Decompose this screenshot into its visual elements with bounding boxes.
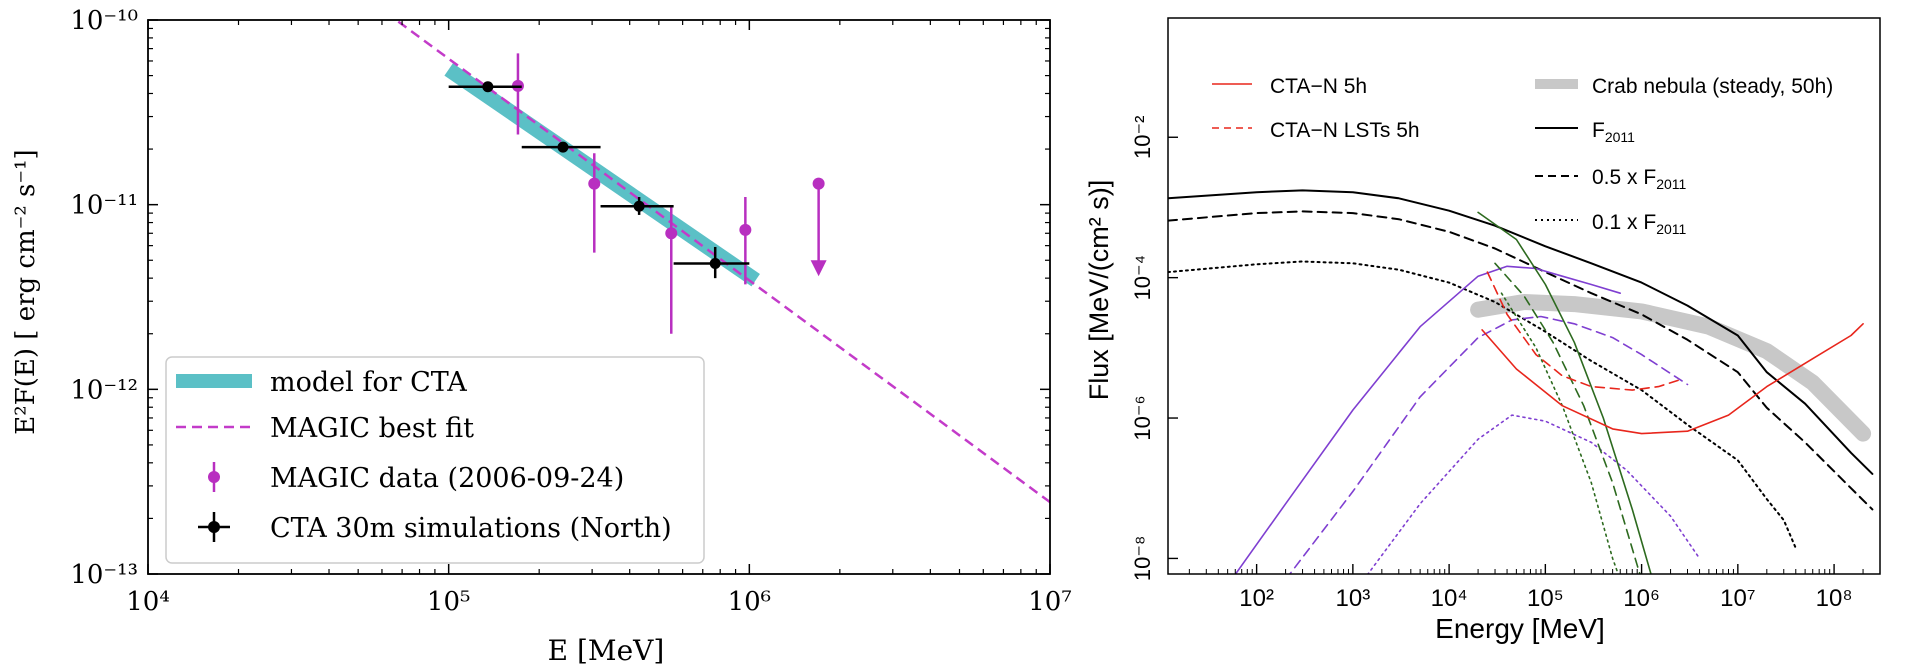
right-y-tick-label: 10⁻⁶ [1130,395,1155,440]
cta-sim-layer [448,81,750,279]
series-purple-dashed [1288,315,1689,574]
legend-swatch-cta-sim-dot [208,521,220,533]
legend-label-half-f2011-sub: 2011 [1656,176,1686,192]
right-series-layer [1168,189,1874,574]
magic-data-point [665,227,678,240]
legend-label-f2011: F2011 [1592,119,1635,145]
left-ylabel: E²F(E) [ erg cm⁻² s⁻¹] [11,149,41,434]
left-axes: 10⁴ 10⁵ 10⁶ 10⁷ 10⁻¹³ 10⁻¹² 10⁻¹¹ 10⁻¹⁰ [70,6,1071,617]
left-x-tick-label: 10⁷ [1028,587,1072,617]
magic-data-point [588,177,601,190]
left-y-tick-label: 10⁻¹¹ [70,191,138,221]
legend-label-magic-fit: MAGIC best fit [270,413,474,444]
left-x-tick-label: 10⁴ [126,587,170,617]
right-x-tick-label: 10⁵ [1527,585,1564,612]
series-0-1-x-f2011 [1168,260,1797,550]
legend-label-tenth-f2011-main: 0.1 x F [1592,211,1656,234]
left-x-tick-label: 10⁶ [728,587,772,617]
series-cta-n-lsts-5h [1486,271,1681,391]
legend-label-f2011-sub: 2011 [1605,129,1635,145]
legend-label-tenth-f2011-sub: 2011 [1656,221,1686,237]
legend-label-ctan-lsts: CTA−N LSTs 5h [1270,119,1420,142]
legend-swatch-magic-data-dot [208,471,220,483]
legend-label-f2011-main: F [1592,119,1605,142]
right-ylabel: Flux [MeV/(cm² s)] [1084,180,1114,401]
right-y-tick-label: 10⁻⁴ [1130,255,1155,301]
right-x-tick-label: 10⁷ [1720,585,1755,612]
legend-label-crab: Crab nebula (steady, 50h) [1592,75,1833,98]
left-x-tick-label: 10⁵ [427,587,471,617]
magic-data-layer [511,53,827,334]
left-legend: model for CTA MAGIC best fit MAGIC data … [165,356,705,564]
flux-chart-right: 10² 10³ 10⁴ 10⁵ 10⁶ 10⁷ 10⁸ 10⁻⁸ 10⁻⁶ 10⁻⁴ 10⁻² En… [1084,17,1881,644]
series-green-dotted [1500,292,1620,574]
magic-upper-limit-arrowhead [810,260,827,277]
series-purple-dotted [1366,414,1701,574]
magic-data-point [739,223,752,236]
cta-model-band [444,63,760,287]
right-axes: 10² 10³ 10⁴ 10⁵ 10⁶ 10⁷ 10⁸ 10⁻⁸ 10⁻⁶ 10⁻⁴ 10⁻² [1130,17,1881,612]
left-y-tick-label: 10⁻¹³ [70,560,138,590]
legend-label-cta-model: model for CTA [270,367,467,398]
right-xlabel: Energy [MeV] [1435,613,1605,644]
cta-model-band-layer [444,63,760,287]
series-f2011 [1168,189,1874,475]
magic-best-fit-line [397,20,1051,504]
legend-label-half-f2011: 0.5 x F2011 [1592,166,1687,192]
series-0-5-x-f2011 [1168,210,1874,511]
legend-label-ctan: CTA−N 5h [1270,75,1367,98]
left-plot-frame [147,19,1051,575]
right-x-tick-label: 10³ [1336,585,1371,612]
right-y-tick-label: 10⁻⁸ [1130,536,1155,581]
left-y-tick-label: 10⁻¹⁰ [70,6,138,36]
right-legend: CTA−N 5h CTA−N LSTs 5h Crab nebula (stea… [1212,75,1833,237]
cta-sim-point [557,141,569,153]
sed-chart-left: 10⁴ 10⁵ 10⁶ 10⁷ 10⁻¹³ 10⁻¹² 10⁻¹¹ 10⁻¹⁰ E [MeV]… [11,6,1072,667]
left-xlabel: E [MeV] [548,634,665,667]
right-x-tick-label: 10⁴ [1431,585,1468,612]
right-x-tick-label: 10⁸ [1816,585,1853,612]
legend-label-magic-data: MAGIC data (2006-09-24) [270,463,624,494]
right-x-tick-label: 10² [1239,585,1274,612]
magic-upper-limit-point [812,177,825,190]
left-y-tick-label: 10⁻¹² [70,375,138,405]
legend-label-cta-sim: CTA 30m simulations (North) [270,513,672,544]
series-purple-solid [1234,265,1621,574]
legend-label-half-f2011-main: 0.5 x F [1592,166,1656,189]
right-x-tick-label: 10⁶ [1623,585,1660,612]
series-green-solid [1477,211,1652,574]
magic-fit-layer [397,20,1051,504]
legend-label-tenth-f2011: 0.1 x F2011 [1592,211,1687,237]
cta-sim-point [633,200,645,212]
cta-sim-point [482,81,494,93]
left-legend-frame [165,356,705,564]
series-green-dashed [1494,262,1641,574]
cta-sim-point [709,258,721,270]
right-y-tick-label: 10⁻² [1130,116,1155,159]
series-cta-n-5h [1481,323,1864,435]
series-crab-nebula-steady-50h- [1470,294,1872,442]
